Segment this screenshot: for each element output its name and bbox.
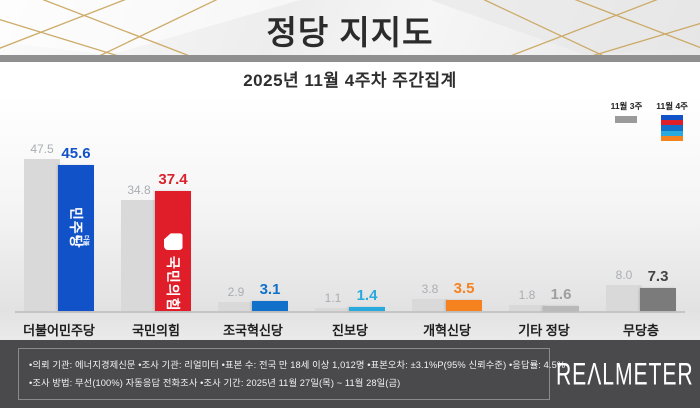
prev-week-value: 1.1 [324,290,342,305]
survey-info-line2: •조사 방법: 무선(100%) 자동응답 전화조사 •조사 기간: 2025년… [29,378,401,388]
bar-group-5: 3.8 3.5 개혁신당 [412,280,482,338]
category-label: 조국혁신당 [223,323,283,338]
realmeter-logo: REΛLMETER [550,356,700,391]
bar-pair: 47.5 45.6 민주당 더불어 [24,142,94,311]
prev-week-bar: 3.8 [412,282,448,311]
legend-item-curr-week: 11월 4주 [656,100,688,142]
category-label: 기타 정당 [518,323,570,338]
curr-week-bar: 1.4 [349,287,385,311]
bar-chart: 11월 3주 11월 4주 47.5 45.6 민주당 더불어 더불어민주당 34.8 37… [0,95,700,340]
legend-stripe [661,125,684,131]
curr-week-value: 45.6 [61,145,91,163]
bar-pair: 1.8 1.6 [509,286,579,311]
prev-week-value: 47.5 [30,142,54,156]
legend-stripe [661,120,684,126]
bars-row: 47.5 45.6 민주당 더불어 더불어민주당 34.8 37.4 국민의힘 국민의힘 2.9 3… [23,142,676,338]
bar-group-6: 1.8 1.6 기타 정당 [509,286,579,338]
category-label: 개혁신당 [423,323,471,338]
legend-item-prev-week: 11월 3주 [610,100,643,141]
survey-info-box: •의뢰 기관: 에너지경제신문 •조사 기관: 리얼미터 •표본 수: 전국 만… [18,347,566,401]
bar-pair: 8.0 7.3 [606,268,676,311]
bar-group-1: 47.5 45.6 민주당 더불어 더불어민주당 [23,142,95,338]
legend-label-curr: 11월 4주 [656,101,688,111]
category-label: 무당층 [623,323,659,338]
prev-week-bar: 34.8 [121,183,157,311]
category-label: 국민의힘 [132,323,180,338]
gold-lines-decoration [0,0,700,55]
curr-week-value: 3.1 [259,281,281,299]
subheader: 2025년 11월 4주차 주간집계 [0,62,700,95]
legend-stripe [661,135,684,142]
curr-week-bar: 3.1 [252,281,288,311]
survey-info-line1: •의뢰 기관: 에너지경제신문 •조사 기관: 리얼미터 •표본 수: 전국 만… [29,359,566,370]
legend-swatch-prev [615,116,638,123]
prev-week-value: 1.8 [518,288,536,303]
party-logo-text: 민주당 [68,207,84,249]
category-label: 진보당 [332,323,368,338]
category-label: 더불어민주당 [23,323,95,338]
curr-week-value: 1.4 [356,286,378,304]
prev-week-bar: 1.1 [315,291,351,311]
curr-week-bar: 1.6 [543,286,579,311]
chart-subtitle: 2025년 11월 4주차 주간집계 [243,71,457,90]
prev-week-bar: 47.5 [24,142,60,311]
party-logo-text: 국민의힘 [165,256,181,312]
curr-week-bar: 7.3 [640,268,676,311]
bar-pair: 3.8 3.5 [412,280,482,311]
chart-legend: 11월 3주 11월 4주 [610,100,688,142]
curr-week-value: 7.3 [647,267,669,285]
party-logo: 국민의힘 [155,233,191,312]
bar-pair: 2.9 3.1 [218,281,288,311]
footer: •의뢰 기관: 에너지경제신문 •조사 기관: 리얼미터 •표본 수: 전국 만… [0,340,700,408]
x-axis-line [15,311,685,313]
header-divider [0,55,700,62]
party-logo: 민주당 더불어 [58,207,94,249]
curr-week-value: 3.5 [453,279,475,297]
header: 정당 지지도 [0,0,700,55]
prev-week-bar: 1.8 [509,288,545,311]
curr-week-value: 1.6 [550,285,572,303]
realmeter-logo-text: REΛLMETER [556,355,694,391]
prev-week-value: 3.8 [421,281,439,296]
party-logo-small-text: 더불어 [73,235,88,247]
prev-week-bar: 8.0 [606,268,642,311]
bar-group-2: 34.8 37.4 국민의힘 국민의힘 [121,171,191,338]
bar-group-3: 2.9 3.1 조국혁신당 [218,281,288,338]
legend-stripe [661,130,684,136]
prev-week-value: 8.0 [615,268,633,283]
prev-week-value: 2.9 [227,284,245,299]
party-logo-bubble-icon [163,233,183,251]
legend-swatch-curr [661,115,684,142]
bar-group-7: 8.0 7.3 무당층 [606,268,676,338]
prev-week-value: 34.8 [127,182,151,197]
bar-pair: 34.8 37.4 국민의힘 [121,171,191,312]
curr-week-value: 37.4 [158,171,188,189]
curr-week-bar: 37.4 국민의힘 [155,171,191,312]
bar-pair: 1.1 1.4 [315,287,385,311]
curr-week-bar: 3.5 [446,280,482,311]
page-title: 정당 지지도 [266,13,434,51]
prev-week-bar: 2.9 [218,285,254,311]
legend-label-prev: 11월 3주 [610,101,643,111]
curr-week-bar: 45.6 민주당 더불어 [58,145,94,311]
bar-group-4: 1.1 1.4 진보당 [315,287,385,338]
legend-stripe [661,115,684,121]
